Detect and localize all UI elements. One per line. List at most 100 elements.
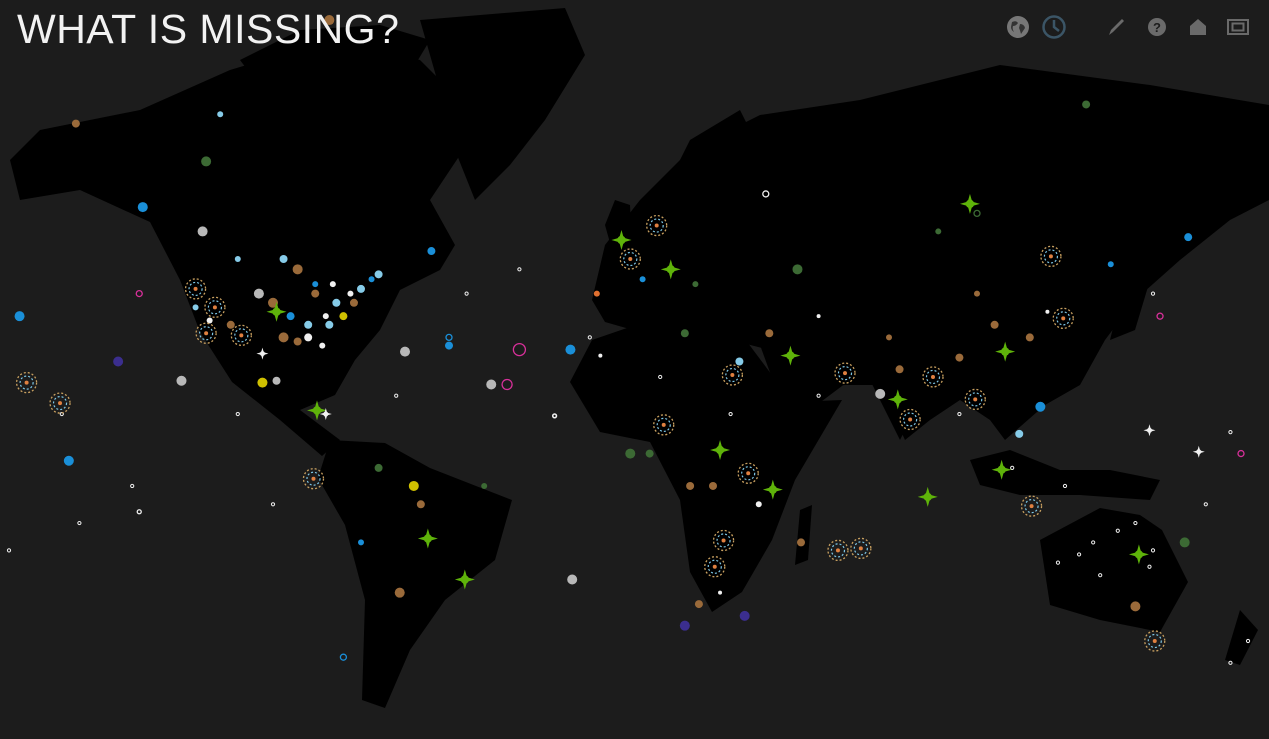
story-marker[interactable]	[645, 449, 654, 458]
story-marker-open[interactable]	[762, 190, 770, 198]
story-marker[interactable]	[735, 357, 744, 366]
story-marker[interactable]	[329, 281, 336, 288]
story-marker[interactable]	[197, 226, 208, 237]
story-marker-small[interactable]	[1203, 502, 1208, 507]
story-marker[interactable]	[686, 481, 695, 490]
cluster-ring-center[interactable]	[843, 371, 847, 376]
cluster-ring-inner[interactable]	[1043, 249, 1059, 264]
cluster-ring-marker[interactable]	[834, 362, 856, 384]
cluster-ring-marker[interactable]	[737, 462, 759, 484]
cluster-ring-marker[interactable]	[704, 556, 726, 578]
story-marker[interactable]	[639, 276, 646, 283]
story-marker[interactable]	[1130, 601, 1141, 612]
story-marker[interactable]	[292, 264, 303, 275]
story-marker-small[interactable]	[1115, 528, 1120, 533]
cluster-ring-inner[interactable]	[188, 281, 203, 296]
featured-star-marker-center[interactable]	[923, 492, 932, 502]
story-marker[interactable]	[875, 388, 886, 399]
story-marker[interactable]	[1045, 309, 1050, 314]
cluster-ring-inner[interactable]	[306, 471, 321, 486]
cluster-ring-marker[interactable]	[195, 322, 217, 344]
white-star-marker-center[interactable]	[323, 411, 329, 417]
help-button[interactable]: ?	[1144, 14, 1170, 40]
featured-star-marker-center[interactable]	[272, 307, 281, 316]
story-marker-small[interactable]	[1150, 548, 1156, 553]
contribute-button[interactable]	[1103, 14, 1129, 40]
cluster-ring-center[interactable]	[908, 417, 913, 422]
story-marker[interactable]	[1184, 233, 1193, 242]
story-marker[interactable]	[394, 587, 405, 598]
cluster-ring-marker[interactable]	[302, 468, 325, 490]
story-marker[interactable]	[895, 365, 904, 374]
cluster-ring-center[interactable]	[931, 374, 935, 379]
cluster-ring-center[interactable]	[858, 546, 863, 551]
story-marker[interactable]	[304, 320, 313, 329]
cluster-ring-marker[interactable]	[850, 537, 872, 560]
story-marker-open[interactable]	[1237, 449, 1245, 458]
story-marker[interactable]	[234, 256, 241, 263]
featured-star-marker-center[interactable]	[423, 534, 433, 543]
story-marker[interactable]	[935, 228, 942, 235]
story-marker-small[interactable]	[1098, 573, 1103, 578]
cluster-ring-center[interactable]	[730, 373, 735, 378]
story-marker-small[interactable]	[658, 374, 663, 380]
globe-view-button[interactable]	[1005, 14, 1031, 40]
cluster-ring-center[interactable]	[746, 471, 751, 476]
cluster-ring-inner[interactable]	[830, 543, 846, 558]
story-marker-small[interactable]	[1076, 552, 1082, 557]
story-marker[interactable]	[567, 574, 578, 585]
story-marker[interactable]	[374, 270, 383, 279]
story-marker[interactable]	[680, 329, 689, 338]
featured-star-marker-center[interactable]	[666, 265, 675, 274]
cluster-ring-inner[interactable]	[234, 328, 249, 343]
cluster-ring-marker[interactable]	[1040, 245, 1062, 268]
story-marker[interactable]	[1082, 100, 1091, 109]
story-marker[interactable]	[598, 353, 603, 358]
cluster-ring-center[interactable]	[661, 422, 666, 427]
story-marker-open[interactable]	[551, 413, 558, 419]
story-marker[interactable]	[625, 448, 636, 459]
story-marker-small[interactable]	[1010, 465, 1015, 471]
cluster-ring-marker[interactable]	[922, 366, 944, 388]
cluster-ring-inner[interactable]	[725, 367, 740, 383]
story-marker-small[interactable]	[77, 520, 82, 526]
cluster-ring-marker[interactable]	[712, 529, 735, 552]
story-marker[interactable]	[253, 288, 264, 299]
story-marker[interactable]	[325, 320, 334, 329]
story-marker-small[interactable]	[270, 502, 276, 507]
cluster-ring-inner[interactable]	[649, 218, 664, 233]
cluster-ring-marker[interactable]	[1144, 630, 1166, 652]
story-marker[interactable]	[481, 482, 488, 489]
cluster-ring-marker[interactable]	[184, 278, 207, 300]
story-marker-small[interactable]	[1147, 564, 1152, 569]
story-marker[interactable]	[755, 501, 762, 508]
story-marker[interactable]	[792, 264, 803, 275]
featured-star-marker-center[interactable]	[715, 445, 725, 455]
story-marker[interactable]	[445, 341, 453, 350]
featured-star-marker-center[interactable]	[312, 406, 322, 415]
story-marker[interactable]	[739, 610, 750, 621]
story-marker[interactable]	[408, 480, 419, 491]
story-marker[interactable]	[286, 312, 295, 321]
story-marker-small[interactable]	[1228, 429, 1233, 435]
fullscreen-button[interactable]	[1225, 14, 1251, 40]
cluster-ring-marker[interactable]	[827, 539, 849, 562]
story-marker[interactable]	[319, 342, 326, 349]
cluster-ring-inner[interactable]	[837, 366, 853, 381]
story-marker[interactable]	[709, 481, 717, 490]
featured-star-marker-center[interactable]	[1134, 550, 1144, 559]
cluster-ring-center[interactable]	[193, 286, 198, 291]
cluster-ring-center[interactable]	[58, 401, 63, 406]
cluster-ring-inner[interactable]	[199, 326, 214, 341]
story-marker-small[interactable]	[587, 335, 592, 340]
story-marker[interactable]	[192, 304, 199, 311]
story-marker-open[interactable]	[135, 289, 143, 298]
story-marker[interactable]	[63, 455, 74, 466]
cluster-ring-center[interactable]	[835, 548, 840, 553]
story-marker-open[interactable]	[501, 378, 513, 391]
story-marker-open[interactable]	[445, 333, 453, 342]
story-marker[interactable]	[14, 311, 25, 322]
story-marker[interactable]	[400, 346, 410, 357]
white-star-marker-center[interactable]	[259, 351, 265, 357]
